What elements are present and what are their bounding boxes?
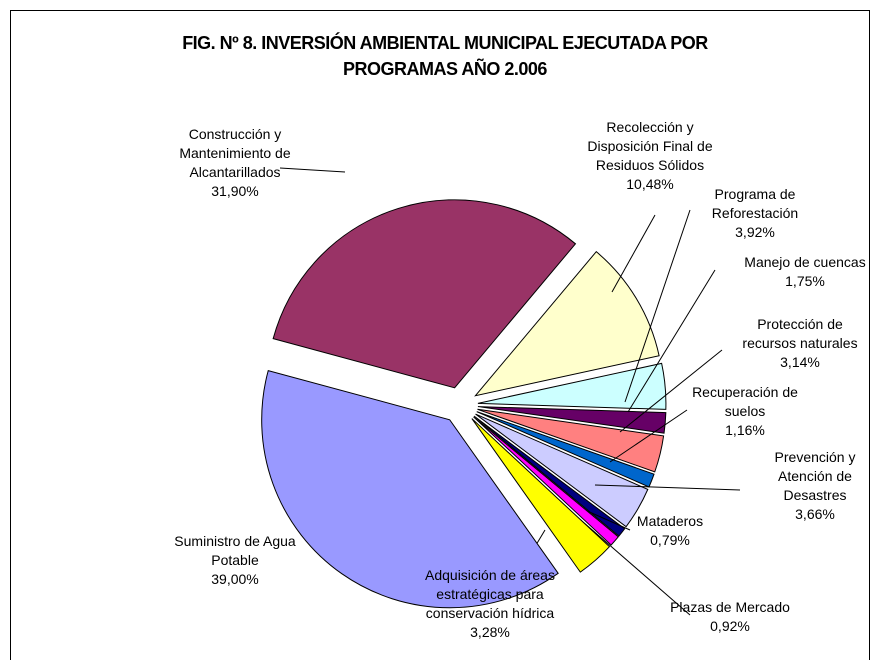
value-label: 10,48% <box>626 176 674 192</box>
slice-label: Construcción y Mantenimiento de Alcantar… <box>125 125 345 201</box>
slice-label: Suministro de Agua Potable 39,00% <box>125 532 345 589</box>
value-label: 39,00% <box>211 571 259 587</box>
pie-slice <box>471 418 611 573</box>
category-label: Suministro de Agua Potable <box>174 533 296 568</box>
value-label: 3,14% <box>780 354 820 370</box>
slice-label: Mataderos 0,79% <box>560 512 780 550</box>
pie-slice <box>474 250 660 397</box>
slice-label: Recuperación de suelos 1,16% <box>635 383 855 440</box>
value-label: 1,75% <box>785 273 825 289</box>
pie-slice <box>261 369 559 609</box>
category-label: Prevención y Atención de Desastres <box>774 449 856 503</box>
category-label: Protección de recursos naturales <box>742 316 858 351</box>
value-label: 0,79% <box>650 532 690 548</box>
leader-line <box>594 484 741 491</box>
slice-label: Manejo de cuencas 1,75% <box>695 253 885 291</box>
value-label: 0,92% <box>710 618 750 634</box>
value-label: 3,92% <box>735 224 775 240</box>
value-label: 3,28% <box>470 624 510 640</box>
pie-slice <box>473 416 620 546</box>
pie-slice <box>477 408 665 473</box>
slice-label: Adquisición de áreas estratégicas para c… <box>380 566 600 642</box>
slice-label: Plazas de Mercado 0,92% <box>620 598 840 636</box>
category-label: Manejo de cuencas <box>744 254 866 270</box>
slice-label: Programa de Reforestación 3,92% <box>645 185 865 242</box>
category-label: Adquisición de áreas estratégicas para c… <box>425 567 555 621</box>
category-label: Construcción y Mantenimiento de Alcantar… <box>179 126 291 180</box>
leader-line <box>624 209 691 403</box>
category-label: Mataderos <box>636 513 704 529</box>
leader-line <box>611 214 656 293</box>
slice-label: Recolección y Disposición Final de Resid… <box>540 118 760 194</box>
category-label: Plazas de Mercado <box>670 599 790 615</box>
leader-line <box>574 514 691 616</box>
chart-title: FIG. Nº 8. INVERSIÓN AMBIENTAL MUNICIPAL… <box>182 33 708 79</box>
slice-label: Protección de recursos naturales 3,14% <box>690 315 885 372</box>
leader-line <box>619 349 723 433</box>
value-label: 1,16% <box>725 422 765 438</box>
category-label: Recuperación de suelos <box>692 384 798 419</box>
frame <box>10 10 870 660</box>
category-label: Recolección y Disposición Final de Resid… <box>587 119 713 173</box>
pie-slice <box>475 413 649 528</box>
slice-label: Prevención y Atención de Desastres 3,66% <box>705 448 885 524</box>
pie-slice <box>477 362 667 410</box>
pie-slice <box>272 199 577 389</box>
value-label: 31,90% <box>211 183 259 199</box>
leader-line <box>627 269 716 413</box>
category-label: Programa de Reforestación <box>711 186 799 221</box>
leader-line <box>584 509 631 531</box>
pie-slice <box>473 415 626 537</box>
pie-slice <box>477 406 667 434</box>
leader-line <box>279 167 346 173</box>
value-label: 3,66% <box>795 506 835 522</box>
leader-line <box>609 409 688 463</box>
